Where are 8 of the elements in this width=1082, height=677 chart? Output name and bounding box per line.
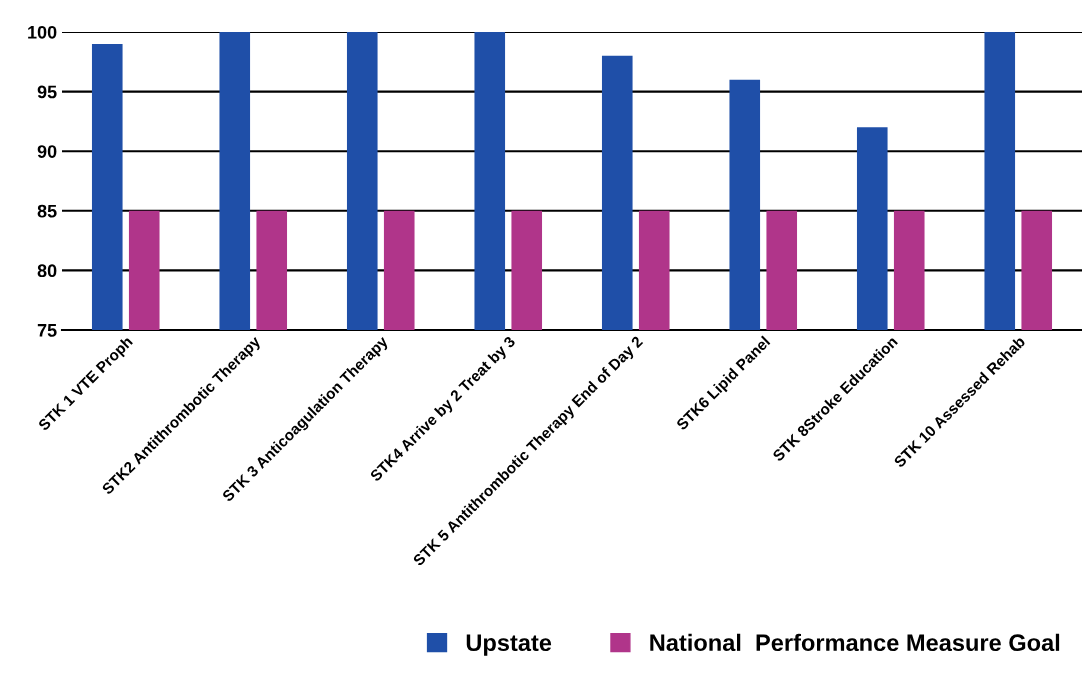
y-tick-label: 80 (37, 264, 57, 278)
y-tick-label: 100 (28, 25, 57, 39)
y-tick-label: 85 (37, 204, 57, 218)
y-tick-label: 90 (37, 145, 57, 158)
legend-label: National Performance Measure Goal (650, 633, 1060, 652)
y-tick-label: 95 (37, 85, 57, 99)
legend-label: Upstate (466, 634, 552, 656)
y-tick-label: 75 (37, 324, 57, 337)
